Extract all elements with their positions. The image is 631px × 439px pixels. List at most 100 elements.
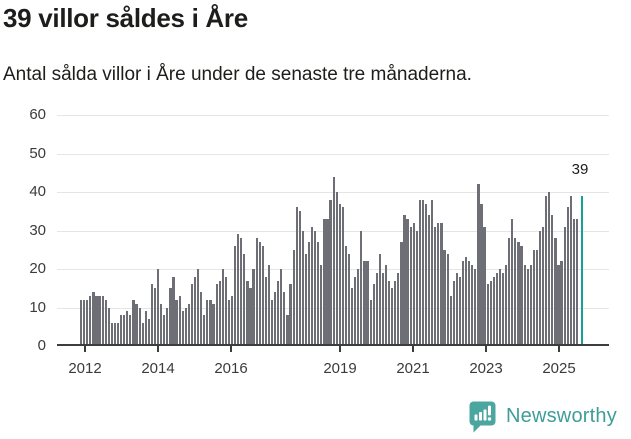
bar (135, 303, 138, 346)
bar (443, 249, 446, 346)
bar (424, 203, 428, 346)
bar (332, 176, 335, 346)
bar (227, 299, 231, 346)
bar (505, 265, 508, 346)
bar (511, 218, 514, 346)
y-tick-label-10: 10 (29, 298, 46, 316)
bar (123, 315, 126, 346)
bar (548, 192, 551, 346)
bar (234, 245, 237, 346)
y-tick-label-50: 50 (29, 144, 46, 162)
bar (354, 276, 357, 346)
bar (351, 288, 354, 346)
bar (369, 299, 372, 346)
bar (169, 288, 172, 346)
x-tick-label-2016: 2016 (214, 360, 248, 377)
bar (209, 299, 212, 346)
bar (274, 292, 277, 346)
bar (455, 272, 458, 346)
bar (329, 199, 332, 346)
x-tick-label-2023: 2023 (469, 360, 503, 377)
bar (218, 280, 221, 346)
bar (270, 299, 274, 346)
last-bar-value-label: 39 (571, 161, 589, 178)
bar (366, 261, 369, 346)
bar (126, 311, 129, 346)
bar (215, 284, 218, 346)
bar (526, 269, 529, 346)
bar (147, 319, 150, 346)
bar (412, 222, 415, 346)
bar (575, 218, 579, 346)
bar (249, 288, 252, 346)
bar (280, 269, 283, 346)
bar (116, 322, 120, 346)
bar (471, 265, 474, 346)
bar (320, 265, 323, 346)
bar (403, 215, 406, 346)
bar (200, 292, 203, 346)
bar (175, 299, 178, 346)
gridline-50 (57, 153, 609, 155)
bar (415, 230, 418, 346)
bar (237, 234, 240, 346)
bar (406, 218, 409, 346)
bar (144, 311, 147, 346)
bar (261, 245, 264, 346)
bar (311, 226, 314, 346)
bar (520, 245, 523, 346)
x-tick-label-2012: 2012 (68, 360, 102, 377)
bar (344, 245, 348, 346)
bar (301, 230, 304, 346)
page-title: 39 villor såldes i Åre (3, 3, 248, 33)
y-tick-label-0: 0 (37, 337, 46, 354)
bar (474, 269, 477, 346)
x-tick-2012 (84, 346, 86, 352)
chart-subtitle: Antal sålda villor i Åre under de senast… (3, 64, 472, 85)
bar (255, 238, 258, 346)
bar (372, 284, 375, 346)
bar (113, 322, 117, 346)
bar (246, 280, 249, 346)
bar (551, 215, 554, 346)
bar (89, 295, 92, 346)
bar (492, 276, 495, 346)
bar (83, 299, 86, 346)
bar (86, 299, 89, 346)
bar (514, 238, 517, 346)
highlighted-bar (581, 195, 584, 346)
x-tick-2016 (230, 346, 232, 352)
bar (243, 253, 246, 346)
x-tick-label-2019: 2019 (323, 360, 357, 377)
bar (163, 315, 166, 346)
bar (129, 315, 132, 346)
x-tick-2023 (485, 346, 487, 352)
x-tick-2021 (412, 346, 414, 352)
newsworthy-wordmark: Newsworthy (506, 404, 617, 427)
bar (563, 226, 566, 346)
newsworthy-logo[interactable]: Newsworthy (468, 399, 617, 433)
bar (554, 238, 557, 346)
bar (452, 280, 455, 346)
bar (150, 284, 154, 346)
bar (545, 195, 548, 346)
y-tick-label-40: 40 (29, 183, 46, 200)
x-tick-label-2021: 2021 (396, 360, 430, 377)
bar (458, 276, 462, 346)
bar (166, 307, 169, 346)
bar (110, 322, 113, 346)
bar (517, 242, 520, 346)
gridline-60 (57, 115, 609, 116)
bar (381, 272, 385, 346)
bar (532, 249, 535, 346)
x-tick-2019 (339, 346, 341, 352)
bar (104, 299, 107, 346)
bar (446, 253, 449, 346)
bar (172, 276, 175, 346)
bar (314, 230, 317, 346)
bar (483, 226, 486, 346)
bar (477, 184, 480, 346)
bar (298, 211, 301, 346)
bar (409, 226, 412, 346)
bar (461, 261, 465, 346)
